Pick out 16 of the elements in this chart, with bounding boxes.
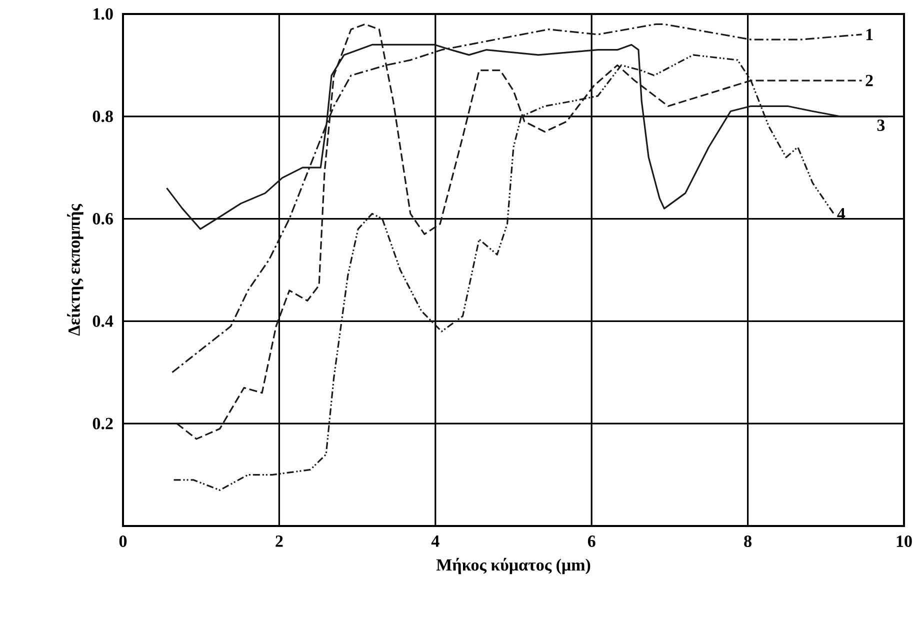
series-label: 3 [877,120,885,132]
y-tick-label: 0.6 [92,213,113,225]
series-label: 1 [866,28,873,40]
x-tick-label: 6 [588,536,596,547]
x-tick-label: 2 [276,536,283,547]
x-tick-label: 10 [896,536,912,547]
y-tick-label: 0.4 [92,315,114,327]
x-tick-label: 0 [119,536,127,547]
x-tick-label: 8 [744,536,752,547]
y-tick-label: 0.2 [92,418,113,430]
y-tick-label: 0.8 [92,110,113,122]
y-tick-label: 1.0 [94,8,113,20]
x-axis-title: Μήκος κύματος (μm) [436,558,590,574]
series-label: 2 [866,74,873,86]
y-axis-title: Δείκτης εκπομπής [67,204,84,336]
x-tick-label: 4 [431,536,440,547]
